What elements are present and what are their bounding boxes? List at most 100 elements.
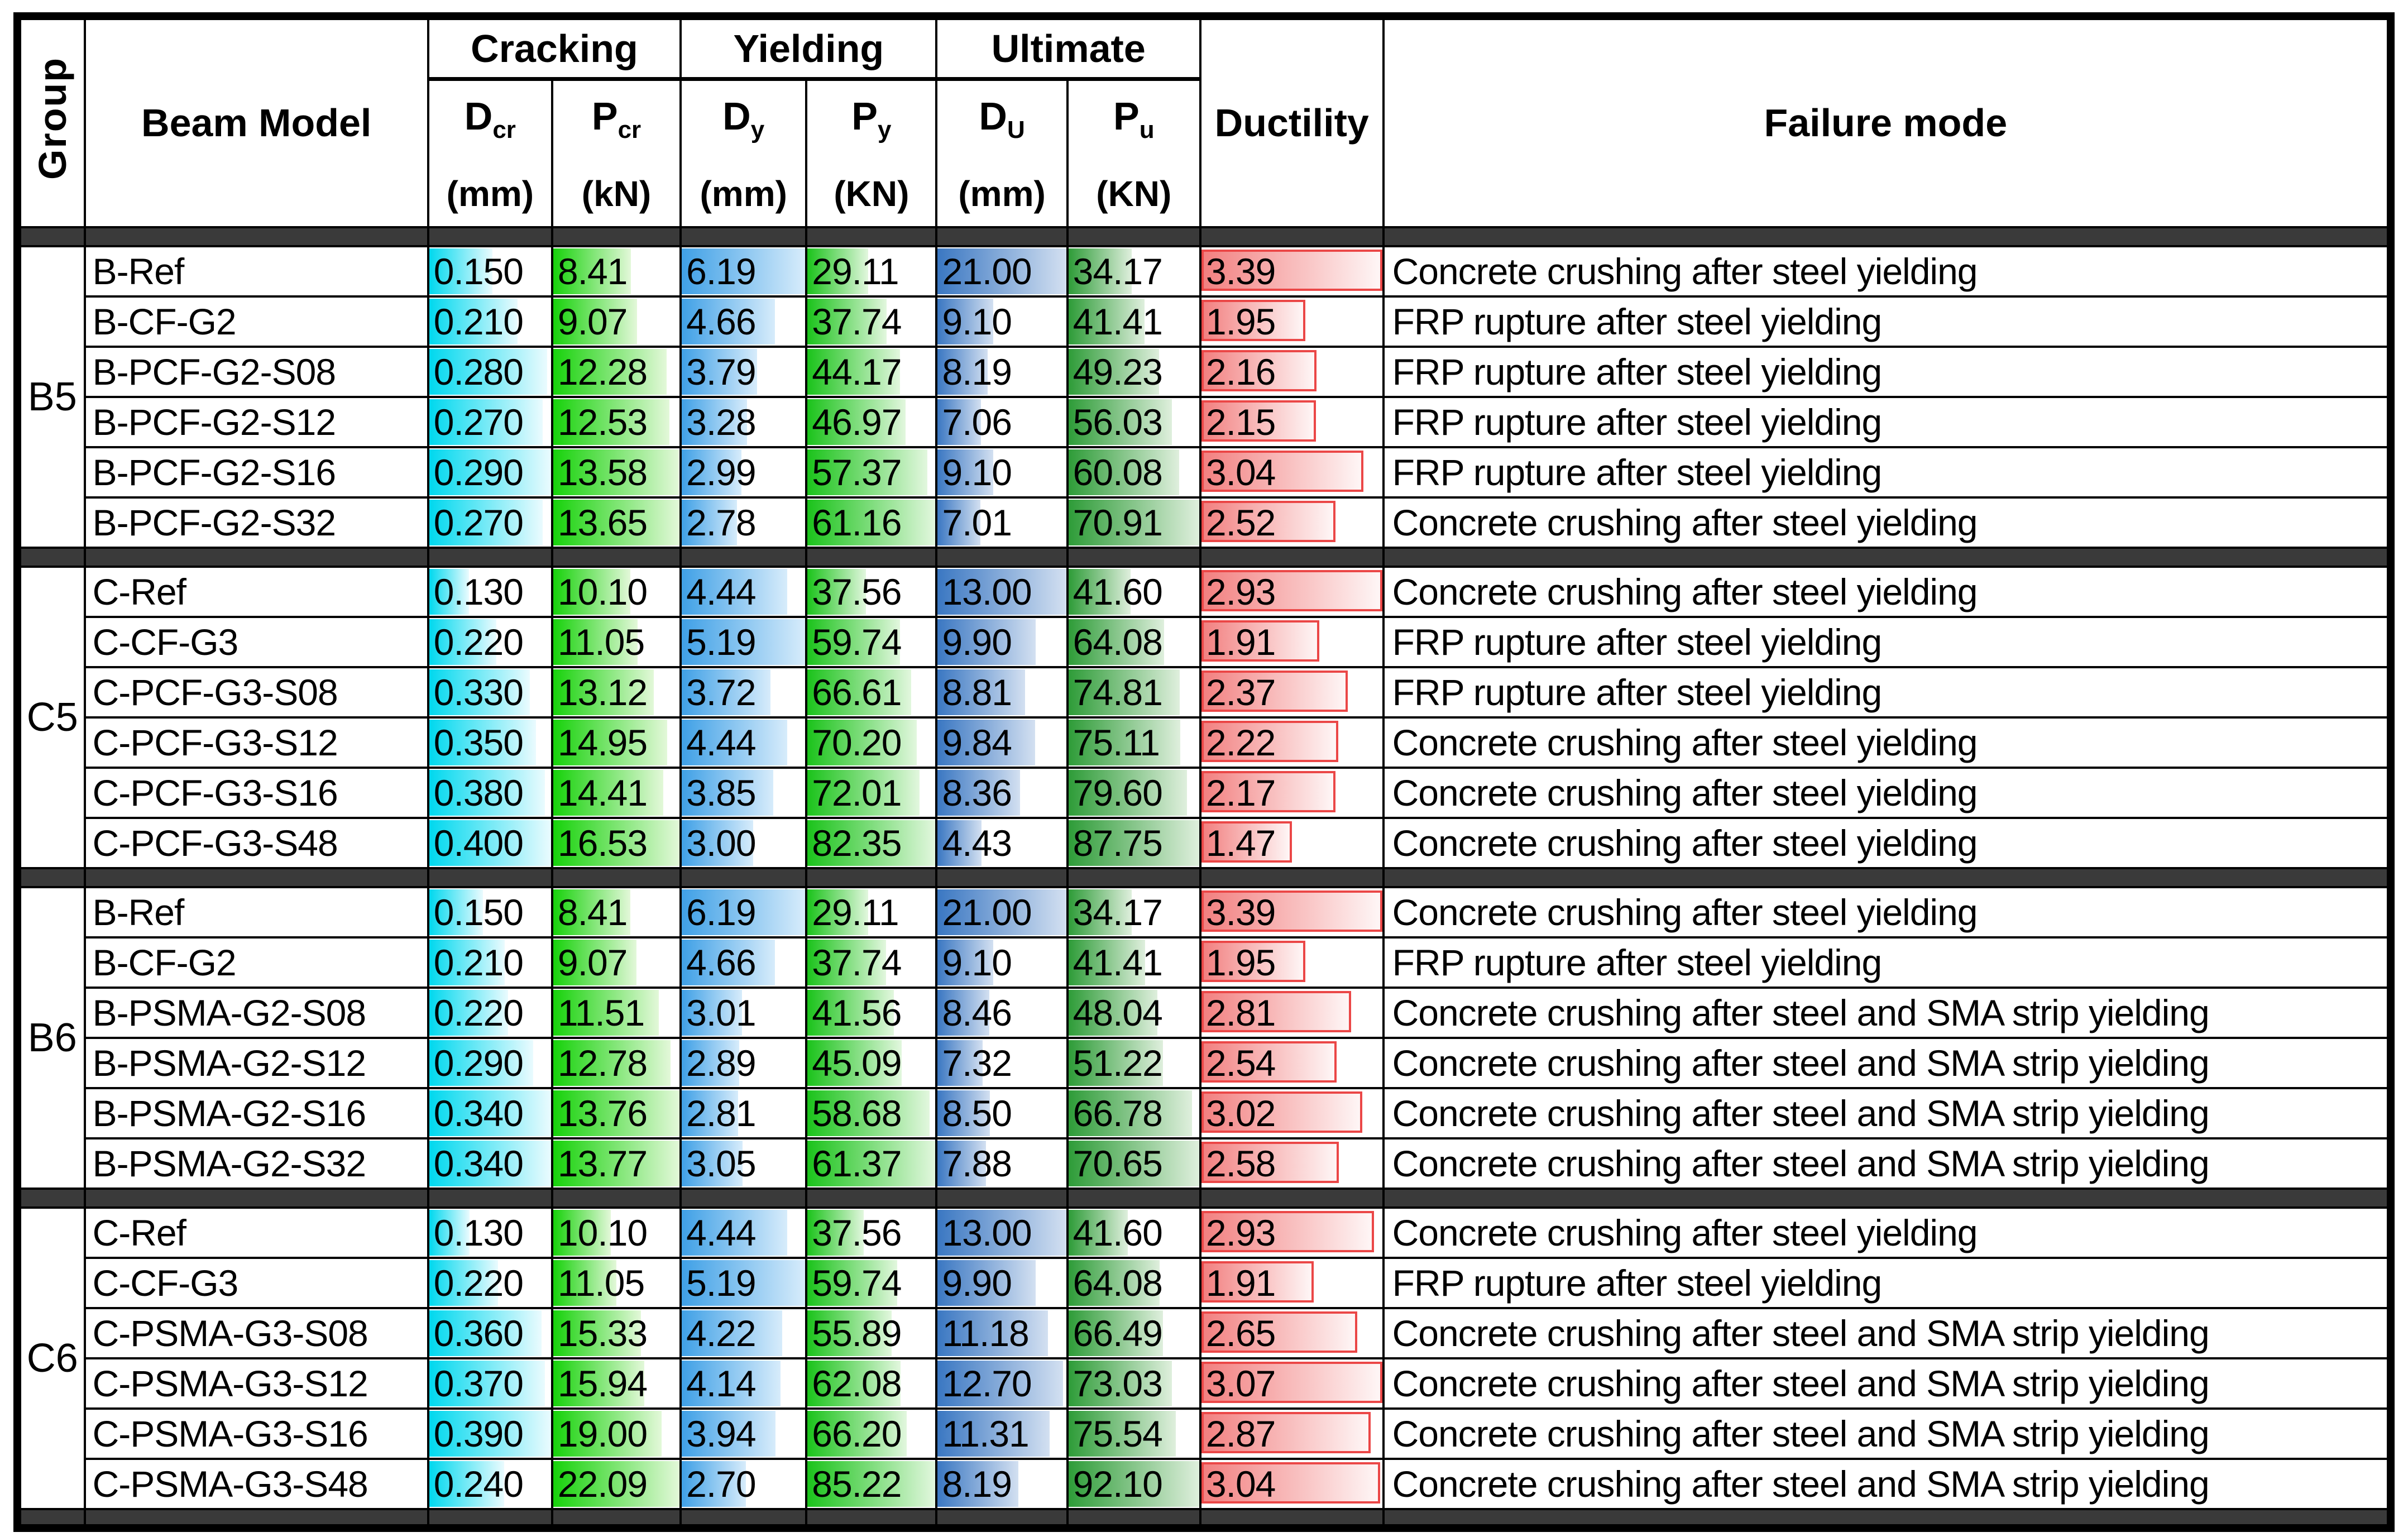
data-bar <box>554 1140 679 1186</box>
separator-cell <box>550 1187 682 1209</box>
beam-model-cell: B-PSMA-G2-S12 <box>83 1036 429 1089</box>
dcr-cell: 0.270 <box>427 395 553 448</box>
cell-value: 66.78 <box>1073 1092 1163 1134</box>
beam-model-cell: B-PCF-G2-S32 <box>83 496 429 549</box>
cell-value: 0.330 <box>433 671 524 713</box>
cell-value: 2.93 <box>1205 571 1276 612</box>
group-header-label: Group <box>30 57 74 180</box>
cell-value: 7.32 <box>942 1042 1012 1084</box>
table-row: C-CF-G3 0.220 11.05 5.19 59.74 9.90 64.08 1.91 F… <box>17 615 2392 668</box>
separator-cell <box>16 1187 86 1209</box>
cell-value: 3.05 <box>686 1142 756 1184</box>
cell-value: 3.01 <box>686 992 756 1033</box>
beam-model-cell: C-CF-G3 <box>83 1256 429 1309</box>
data-bar <box>808 1209 864 1256</box>
du-cell: 7.06 <box>935 395 1069 448</box>
pcr-cell: 15.94 <box>550 1357 682 1410</box>
py-cell: 59.74 <box>805 1256 938 1309</box>
pu-unit: (KN) <box>1096 173 1172 214</box>
data-bar <box>808 568 866 615</box>
dy-cell: 4.14 <box>679 1357 808 1410</box>
column-header-cracking: Cracking <box>427 15 682 81</box>
separator-cell <box>805 1507 938 1529</box>
cell-value: 13.00 <box>942 571 1032 612</box>
separator-cell <box>427 1187 553 1209</box>
data-bar <box>1069 1209 1128 1256</box>
ductility-cell: 1.91 <box>1199 1256 1385 1309</box>
failure-mode-cell: FRP rupture after steel yielding <box>1382 1256 2392 1309</box>
data-bar <box>939 889 1065 935</box>
pcr-cell: 13.76 <box>550 1086 682 1139</box>
failure-mode-cell: Concrete crushing after steel and SMA st… <box>1382 1137 2392 1190</box>
cell-value: 1.91 <box>1205 1262 1276 1304</box>
cell-value: 37.74 <box>812 300 902 342</box>
data-bar <box>554 1410 662 1457</box>
data-bar <box>808 449 928 495</box>
ductility-data-bar <box>1202 890 1381 932</box>
beam-model-cell: C-PSMA-G3-S16 <box>83 1407 429 1460</box>
pu-cell: 64.08 <box>1066 1256 1201 1309</box>
cell-value: 29.11 <box>812 250 899 292</box>
cell-value: 3.85 <box>686 772 756 813</box>
failure-mode-cell: FRP rupture after steel yielding <box>1382 345 2392 398</box>
failure-mode-cell: Concrete crushing after steel and SMA st… <box>1382 1306 2392 1359</box>
data-bar <box>683 619 805 665</box>
failure-mode-cell: Concrete crushing after steel and SMA st… <box>1382 986 2392 1039</box>
separator-cell <box>679 226 808 247</box>
cell-value: 22.09 <box>557 1463 648 1505</box>
dy-cell: 3.28 <box>679 395 808 448</box>
du-cell: 8.50 <box>935 1086 1069 1139</box>
ductility-cell: 2.17 <box>1199 766 1385 819</box>
ductility-cell: 2.58 <box>1199 1137 1385 1190</box>
pcr-cell: 14.95 <box>550 716 682 769</box>
py-cell: 37.56 <box>805 565 938 618</box>
cell-value: 73.03 <box>1073 1362 1163 1404</box>
ductility-cell: 1.95 <box>1199 295 1385 348</box>
separator-cell <box>16 866 86 888</box>
data-bar <box>939 1260 1036 1306</box>
data-bar <box>939 1209 1065 1256</box>
data-bar <box>939 1410 1050 1457</box>
cell-value: 62.08 <box>812 1362 902 1404</box>
beam-model-cell: C-PCF-G3-S12 <box>83 716 429 769</box>
dy-cell: 2.70 <box>679 1457 808 1510</box>
failure-mode-cell: FRP rupture after steel yielding <box>1382 295 2392 348</box>
data-bar <box>554 399 669 445</box>
cell-value: 9.90 <box>942 621 1012 663</box>
cell-value: 55.89 <box>812 1312 902 1354</box>
du-unit: (mm) <box>958 173 1046 214</box>
separator-cell <box>550 226 682 247</box>
pcr-cell: 10.10 <box>550 1206 682 1259</box>
data-bar <box>1069 1360 1172 1406</box>
separator-cell <box>805 226 938 247</box>
cell-value: 0.270 <box>433 501 524 543</box>
data-bar <box>939 1090 990 1136</box>
separator-cell <box>935 226 1069 247</box>
table-row: C-PCF-G3-S16 0.380 14.41 3.85 72.01 8.36 79.60… <box>17 766 2392 819</box>
cell-value: 75.54 <box>1073 1412 1163 1454</box>
py-cell: 29.11 <box>805 245 938 298</box>
cell-value: 0.340 <box>433 1142 524 1184</box>
pcr-cell: 8.41 <box>550 245 682 298</box>
group-separator-row <box>16 1507 2392 1529</box>
cell-value: 59.74 <box>812 621 902 663</box>
data-bar <box>554 499 679 545</box>
separator-cell <box>935 1187 1069 1209</box>
cell-value: 1.47 <box>1205 822 1276 864</box>
pu-symbol: Pu <box>1113 94 1155 143</box>
cell-value: 13.65 <box>557 501 648 543</box>
dcr-cell: 0.360 <box>427 1306 553 1359</box>
data-bar <box>1069 348 1160 395</box>
ductility-data-bar <box>1202 349 1317 391</box>
data-bar <box>808 499 935 545</box>
failure-mode-cell: FRP rupture after steel yielding <box>1382 395 2392 448</box>
failure-mode-cell: Concrete crushing after steel and SMA st… <box>1382 1407 2392 1460</box>
data-bar <box>808 939 887 985</box>
ductility-cell: 2.93 <box>1199 1206 1385 1259</box>
table-row: B-PSMA-G2-S16 0.340 13.76 2.81 58.68 8.50 66.7… <box>17 1086 2392 1139</box>
cell-value: 3.07 <box>1205 1362 1276 1404</box>
data-bar <box>430 619 496 665</box>
pu-cell: 49.23 <box>1066 345 1201 398</box>
data-bar <box>939 348 988 395</box>
cell-value: 0.130 <box>433 571 524 612</box>
